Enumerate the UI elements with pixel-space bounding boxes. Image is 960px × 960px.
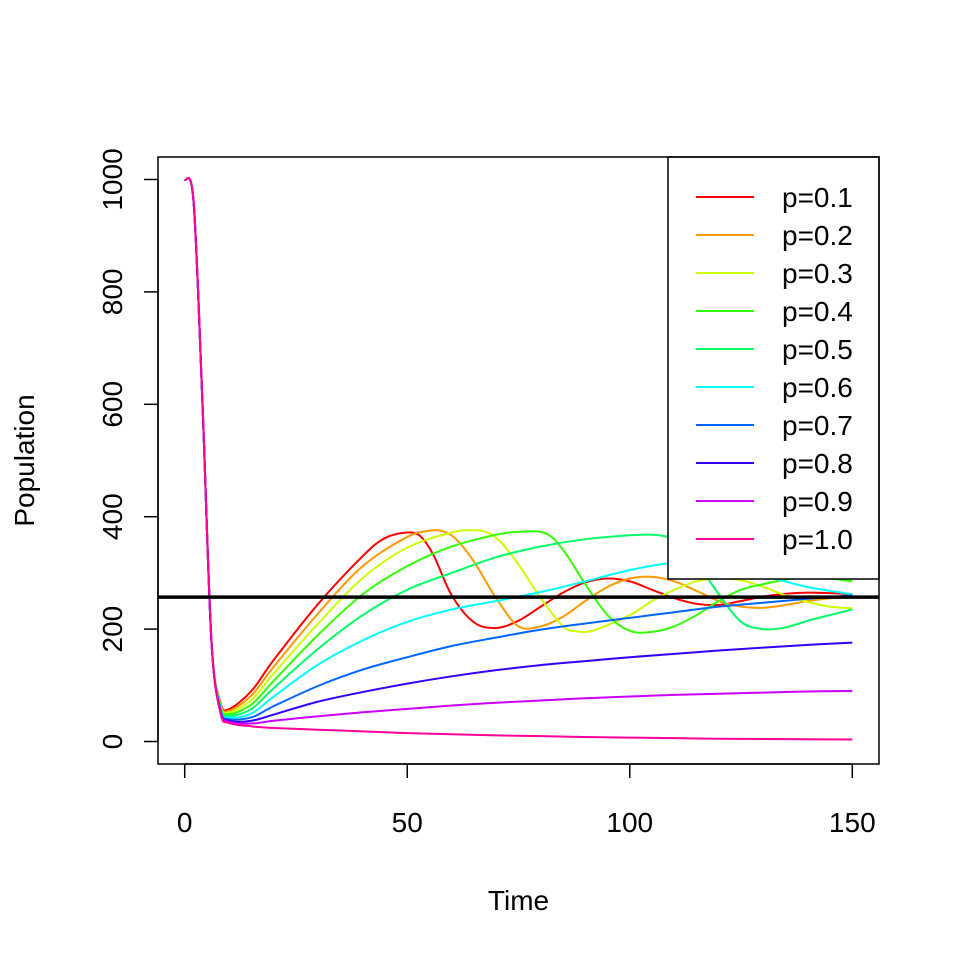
series-line-10 bbox=[183, 177, 853, 741]
series-layer bbox=[183, 177, 853, 741]
x-tick-label: 50 bbox=[392, 807, 423, 838]
x-axis-title: Time bbox=[488, 885, 549, 916]
y-tick-label: 800 bbox=[97, 269, 128, 316]
y-tick-label: 1000 bbox=[97, 148, 128, 210]
legend-label-4: p=0.4 bbox=[782, 296, 853, 327]
y-tick-label: 200 bbox=[97, 606, 128, 653]
y-tick-label: 600 bbox=[97, 381, 128, 428]
legend-label-8: p=0.8 bbox=[782, 448, 853, 479]
legend-label-3: p=0.3 bbox=[782, 258, 853, 289]
y-tick-label: 400 bbox=[97, 493, 128, 540]
y-tick-label: 0 bbox=[97, 734, 128, 750]
x-tick-label: 0 bbox=[177, 807, 193, 838]
legend-label-7: p=0.7 bbox=[782, 410, 853, 441]
legend-box bbox=[667, 156, 880, 580]
legend-label-10: p=1.0 bbox=[782, 524, 853, 555]
legend-label-5: p=0.5 bbox=[782, 334, 853, 365]
x-axis: 0 50 100 150 bbox=[177, 763, 876, 838]
x-tick-label: 150 bbox=[829, 807, 876, 838]
y-axis-title: Population bbox=[9, 394, 40, 526]
x-tick-label: 100 bbox=[606, 807, 653, 838]
legend-label-1: p=0.1 bbox=[782, 182, 853, 213]
y-axis: 0 200 400 600 800 1000 bbox=[97, 148, 159, 750]
legend-label-9: p=0.9 bbox=[782, 486, 853, 517]
legend: p=0.1 p=0.2 p=0.3 p=0.4 p=0.5 p=0.6 p=0.7 p=0.8… bbox=[667, 156, 880, 580]
legend-label-2: p=0.2 bbox=[782, 220, 853, 251]
legend-label-6: p=0.6 bbox=[782, 372, 853, 403]
